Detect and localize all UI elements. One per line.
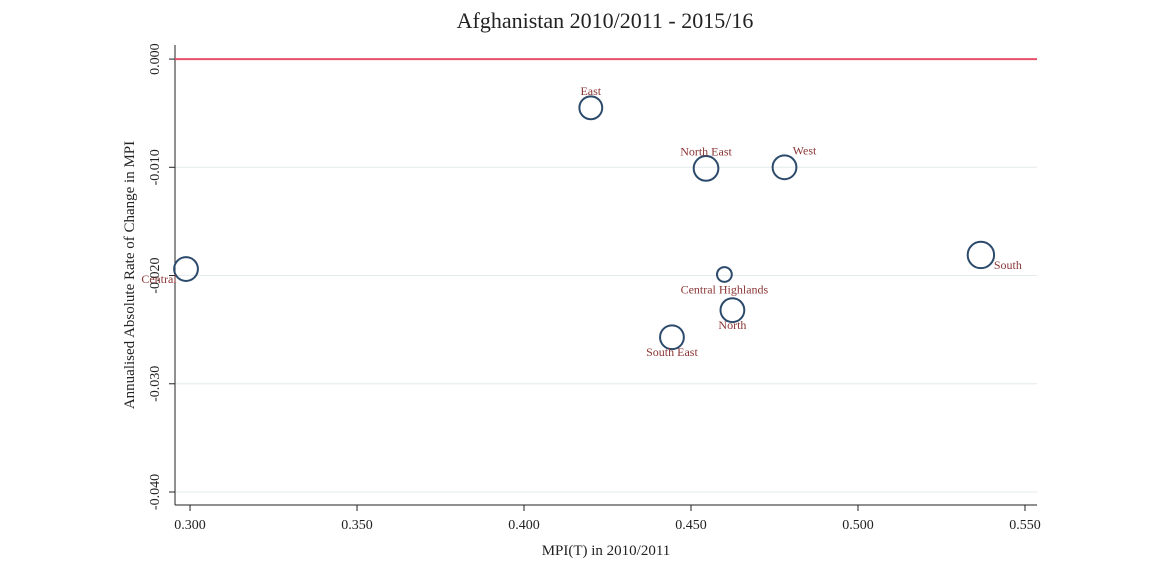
y-tick-label: -0.040 (148, 474, 163, 510)
bubble (716, 266, 733, 283)
point-label: Central (141, 272, 177, 286)
point-label: West (793, 143, 817, 157)
y-tick-label: -0.010 (148, 149, 163, 185)
x-tick-label: 0.400 (508, 518, 540, 533)
x-tick-label: 0.550 (1009, 518, 1041, 533)
x-tick-label: 0.300 (174, 518, 206, 533)
chart-title: Afghanistan 2010/2011 - 2015/16 (457, 8, 754, 33)
point-label: North (718, 318, 746, 332)
y-tick-label: -0.020 (148, 257, 163, 293)
point-label: South East (646, 345, 698, 359)
bubble (966, 240, 996, 270)
x-tick-label: 0.350 (341, 518, 373, 533)
y-tick-label: -0.030 (148, 366, 163, 402)
x-tick-label: 0.450 (675, 518, 707, 533)
y-axis-label: Annualised Absolute Rate of Change in MP… (122, 141, 138, 409)
point-label: North East (680, 144, 732, 158)
bubble (578, 95, 604, 121)
point-label: South (994, 258, 1022, 272)
point-label: East (580, 84, 601, 98)
y-tick-label: 0.000 (148, 43, 163, 75)
x-axis-label: MPI(T) in 2010/2011 (542, 543, 671, 559)
bubble (692, 155, 720, 182)
bubble (659, 324, 685, 351)
point-label: Central Highlands (681, 282, 769, 296)
bubble (771, 154, 798, 181)
bubble (719, 297, 746, 324)
x-tick-label: 0.500 (842, 518, 874, 533)
bubble (173, 256, 199, 282)
